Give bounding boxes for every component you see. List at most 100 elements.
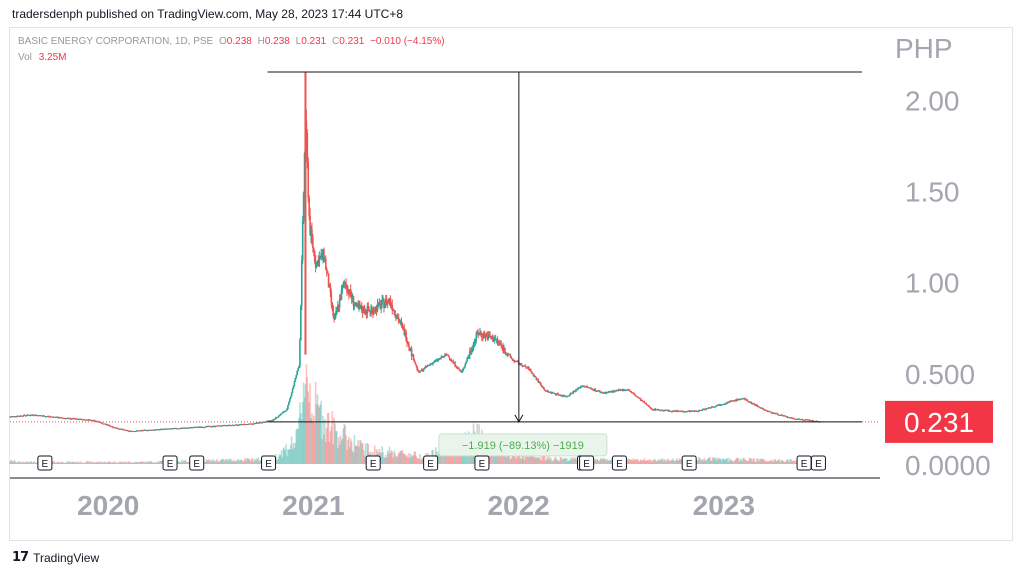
candle-body — [726, 402, 729, 404]
candle-body — [186, 427, 189, 429]
volume-bar — [24, 462, 27, 464]
volume-bar — [15, 462, 18, 464]
candle-body — [765, 410, 768, 412]
volume-bar — [416, 458, 418, 464]
candle-body — [253, 423, 256, 425]
candle-body — [326, 271, 329, 274]
volume-bar — [792, 460, 794, 464]
volume-bar — [303, 397, 306, 464]
candle-body — [245, 424, 248, 426]
volume-bar — [210, 459, 213, 464]
volume-bar — [716, 457, 719, 464]
volume-bar — [440, 455, 443, 464]
volume-bar — [91, 462, 93, 464]
candle-body — [187, 427, 190, 429]
candle-body — [659, 410, 661, 412]
volume-bar — [342, 428, 345, 464]
volume-bar — [301, 401, 304, 464]
candle-body — [525, 366, 527, 368]
volume-bar — [597, 460, 599, 464]
candle-body — [60, 417, 63, 419]
volume-bar — [25, 461, 28, 464]
candle-body — [292, 385, 295, 389]
volume-bar — [354, 445, 357, 464]
volume-bar — [652, 459, 655, 464]
volume-bar — [503, 450, 505, 464]
volume-bar — [654, 460, 657, 464]
volume-bar — [252, 461, 255, 464]
candle-body — [460, 371, 463, 373]
candle-body — [147, 430, 150, 432]
volume-bar — [81, 462, 83, 464]
volume-bar — [764, 461, 767, 464]
candle-body — [740, 398, 743, 400]
candle-body — [608, 391, 611, 393]
volume-bar — [221, 458, 224, 464]
candle-body — [130, 430, 132, 432]
volume-bar — [385, 454, 387, 464]
candle-body — [756, 404, 758, 407]
candle-body — [648, 405, 650, 407]
candle-body — [28, 415, 31, 417]
candle-body — [224, 425, 226, 427]
candle-body — [530, 371, 533, 374]
candle-body — [88, 419, 91, 421]
volume-bar — [409, 453, 412, 464]
candle-body — [336, 311, 338, 313]
measure-overlay[interactable]: −1.919 (−89.13%) −1919 — [10, 71, 880, 457]
volume-bar — [160, 460, 163, 464]
candle-body — [16, 416, 19, 418]
volume-bar — [748, 457, 751, 464]
candle-body — [151, 429, 153, 431]
time-axis[interactable]: 2020 2021 2022 2023 — [10, 477, 880, 521]
candle-body — [228, 424, 231, 426]
volume-bar — [34, 461, 36, 464]
candle-body — [758, 406, 760, 408]
volume-bar — [605, 461, 608, 464]
volume-bar — [64, 462, 67, 464]
candle-body — [457, 367, 460, 370]
volume-bar — [541, 455, 544, 464]
candle-body — [548, 391, 551, 393]
volume-bar — [276, 459, 278, 464]
candle-body — [430, 363, 432, 365]
candle-body — [695, 410, 697, 412]
candle-body — [342, 283, 345, 288]
volume-bar — [400, 450, 403, 464]
volume-bar — [103, 462, 105, 464]
candle-body — [211, 426, 214, 428]
candle-body — [291, 388, 294, 393]
volume-bar — [529, 454, 532, 464]
candle-body — [280, 413, 283, 415]
volume-bar — [133, 462, 136, 464]
candle-body — [259, 422, 262, 424]
volume-bar — [680, 459, 683, 464]
volume-bar — [709, 456, 711, 464]
x-tick-label: 2021 — [282, 490, 344, 521]
volume-bar — [714, 457, 717, 464]
volume-bar — [282, 448, 285, 464]
volume-bar — [561, 459, 563, 464]
candle-body — [131, 431, 133, 433]
volume-bar — [399, 450, 402, 464]
candle-body — [308, 197, 310, 216]
volume-bar — [627, 459, 630, 464]
candle-body — [126, 430, 129, 432]
volume-bar — [109, 462, 112, 464]
volume-bar — [335, 430, 337, 464]
volume-bar — [19, 462, 21, 464]
candle-body — [351, 295, 354, 300]
candle-body — [250, 423, 252, 425]
volume-bar — [698, 457, 701, 464]
symbol-label[interactable]: BASIC ENERGY CORPORATION, 1D, PSE — [18, 36, 214, 47]
candle-body — [220, 425, 223, 427]
volume-bar — [286, 455, 288, 464]
candle-body — [698, 410, 700, 412]
price-chart[interactable]: −1.919 (−89.13%) −1919 PHP2.001.501.000.… — [0, 0, 1023, 545]
candle-body — [558, 394, 561, 396]
volume-bar — [733, 461, 735, 464]
candle-body — [249, 423, 251, 425]
candle-body — [36, 415, 39, 417]
candle-body — [594, 389, 597, 391]
